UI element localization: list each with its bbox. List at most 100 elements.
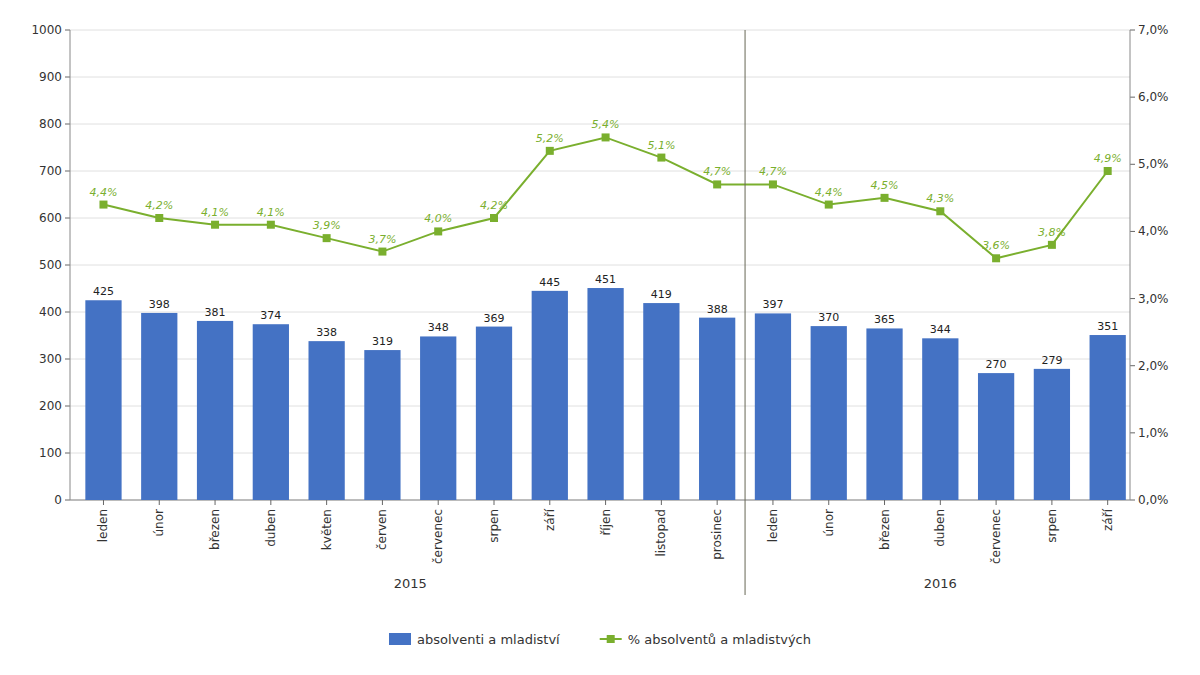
group-label: 2016 (924, 576, 957, 591)
x-tick (605, 500, 606, 505)
line-label: 5,2% (536, 132, 564, 145)
line-marker (602, 133, 610, 141)
y2-tick (1130, 432, 1135, 433)
legend-item: absolventi a mladiství (389, 632, 560, 647)
x-tick (717, 500, 718, 505)
bar-label: 369 (484, 312, 505, 325)
y-tick-label: 500 (39, 258, 62, 272)
bar-label: 419 (651, 288, 672, 301)
y-tick (65, 312, 70, 313)
x-tick-label: červenec (989, 509, 1003, 564)
bar (1090, 335, 1126, 500)
line-marker (713, 180, 721, 188)
y2-tick-label: 5,0% (1138, 157, 1169, 171)
line-marker (546, 147, 554, 155)
bar-label: 351 (1097, 320, 1118, 333)
line-marker (211, 221, 219, 229)
line-label: 4,5% (871, 179, 899, 192)
line-label: 4,2% (145, 199, 173, 212)
y-tick-label: 900 (39, 70, 62, 84)
line-label: 4,0% (424, 212, 452, 225)
x-tick-label: září (1101, 508, 1115, 531)
x-tick (828, 500, 829, 505)
line-marker (825, 201, 833, 209)
x-tick-label: březen (208, 509, 222, 550)
group-label: 2015 (394, 576, 427, 591)
line-marker (1104, 167, 1112, 175)
line-marker (657, 154, 665, 162)
y2-axis-line (1130, 30, 1131, 500)
line (103, 137, 1107, 258)
line-label: 5,4% (592, 118, 620, 131)
bar-label: 344 (930, 323, 951, 336)
grid-line (70, 265, 1130, 266)
y-tick (65, 30, 70, 31)
line-label: 4,9% (1094, 152, 1122, 165)
bar-label: 338 (316, 326, 337, 339)
bar-label: 388 (707, 303, 728, 316)
y2-tick-label: 6,0% (1138, 90, 1169, 104)
x-tick-label: únor (822, 509, 836, 537)
legend-label: absolventi a mladiství (417, 632, 560, 647)
x-tick (103, 500, 104, 505)
x-tick-label: srpen (487, 509, 501, 543)
bar (532, 291, 568, 500)
y-tick-label: 300 (39, 352, 62, 366)
line-marker (434, 227, 442, 235)
y2-tick (1130, 164, 1135, 165)
line-marker (992, 254, 1000, 262)
marks (85, 133, 1125, 500)
y2-tick (1130, 97, 1135, 98)
bar-label: 451 (595, 273, 616, 286)
bar (922, 338, 958, 500)
bar-label: 365 (874, 313, 895, 326)
line-label: 4,7% (703, 165, 731, 178)
y2-tick-label: 2,0% (1138, 359, 1169, 373)
y-tick-label: 100 (39, 446, 62, 460)
bar (978, 373, 1014, 500)
x-tick-label: leden (766, 509, 780, 542)
x-tick (382, 500, 383, 505)
y2-tick (1130, 30, 1135, 31)
y-tick-label: 0 (54, 493, 62, 507)
line-label: 3,6% (982, 239, 1010, 252)
y-tick-label: 700 (39, 164, 62, 178)
y2-tick (1130, 231, 1135, 232)
x-tick-label: duben (264, 509, 278, 547)
x-tick-label: duben (933, 509, 947, 547)
y-tick (65, 77, 70, 78)
x-tick (884, 500, 885, 505)
bar-label: 348 (428, 321, 449, 334)
line-label: 4,3% (926, 192, 954, 205)
line-marker (323, 234, 331, 242)
bar (253, 324, 289, 500)
x-tick (996, 500, 997, 505)
bar-label: 319 (372, 335, 393, 348)
y-tick-label: 1000 (31, 23, 62, 37)
chart: 010020030040050060070080090010000,0%1,0%… (0, 0, 1200, 675)
x-tick (1051, 500, 1052, 505)
line-label: 4,2% (480, 199, 508, 212)
line-marker (267, 221, 275, 229)
x-tick-label: září (543, 508, 557, 531)
y-axis-line (70, 30, 71, 500)
bar (309, 341, 345, 500)
bar (643, 303, 679, 500)
bar (85, 300, 121, 500)
line-label: 4,4% (815, 186, 843, 199)
y-tick-label: 200 (39, 399, 62, 413)
bar-label: 398 (149, 298, 170, 311)
x-tick (549, 500, 550, 505)
bar (141, 313, 177, 500)
bar (364, 350, 400, 500)
bar-label: 445 (539, 276, 560, 289)
bar (811, 326, 847, 500)
y-tick (65, 124, 70, 125)
x-tick (661, 500, 662, 505)
bar-label: 270 (986, 358, 1007, 371)
x-tick (215, 500, 216, 505)
grid-line (70, 77, 1130, 78)
x-tick-label: srpen (1045, 509, 1059, 543)
x-tick (1107, 500, 1108, 505)
line-marker (155, 214, 163, 222)
